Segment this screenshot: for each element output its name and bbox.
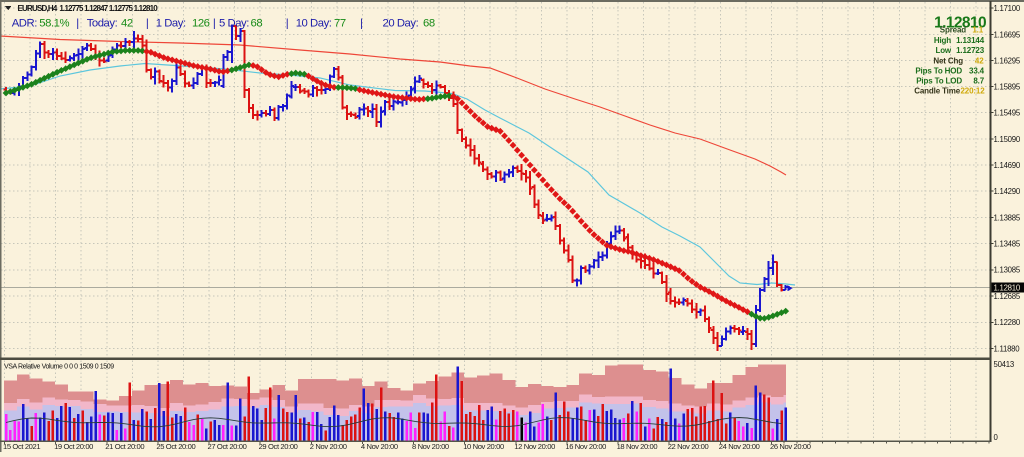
svg-text:4 Nov 20:00: 4 Nov 20:00 — [361, 442, 398, 451]
svg-text:22 Nov 20:00: 22 Nov 20:00 — [668, 442, 709, 451]
svg-text:68: 68 — [423, 18, 435, 30]
svg-text:1.16695: 1.16695 — [994, 30, 1021, 39]
svg-text:220:12: 220:12 — [960, 87, 985, 96]
svg-text:1.14290: 1.14290 — [994, 187, 1021, 196]
svg-text:1.12280: 1.12280 — [994, 318, 1021, 327]
svg-text:1.15495: 1.15495 — [994, 109, 1021, 118]
svg-text:27 Oct 20:00: 27 Oct 20:00 — [208, 442, 247, 451]
svg-text:77: 77 — [334, 18, 346, 30]
svg-text:8 Nov 20:00: 8 Nov 20:00 — [412, 442, 449, 451]
svg-text:19 Oct 20:00: 19 Oct 20:00 — [54, 442, 93, 451]
svg-text:Pips To LOD: Pips To LOD — [916, 77, 962, 86]
svg-text:126: 126 — [192, 18, 210, 30]
svg-text:1 Day:: 1 Day: — [156, 18, 186, 30]
svg-text:50413: 50413 — [994, 360, 1014, 369]
svg-text:42: 42 — [121, 18, 133, 30]
svg-text:10 Nov 20:00: 10 Nov 20:00 — [463, 442, 504, 451]
svg-text:10 Day:: 10 Day: — [296, 18, 332, 30]
svg-text:|: | — [360, 18, 363, 30]
svg-text:1.1: 1.1 — [972, 26, 983, 35]
svg-text:Low: Low — [935, 46, 951, 55]
svg-text:12 Nov 20:00: 12 Nov 20:00 — [514, 442, 555, 451]
svg-text:VSA Relative Volume 0 0 0 1509: VSA Relative Volume 0 0 0 1509 0 1509 — [4, 364, 114, 371]
svg-text:1.12723: 1.12723 — [956, 46, 985, 55]
svg-text:2 Nov 20:00: 2 Nov 20:00 — [310, 442, 347, 451]
svg-text:High: High — [934, 36, 951, 45]
svg-text:1.13144: 1.13144 — [956, 36, 985, 45]
svg-text:1.15895: 1.15895 — [994, 83, 1021, 92]
svg-text:|: | — [286, 18, 289, 30]
svg-text:1.16295: 1.16295 — [994, 56, 1021, 65]
svg-text:1.13485: 1.13485 — [994, 240, 1021, 249]
svg-text:1.15090: 1.15090 — [994, 135, 1021, 144]
svg-text:1.14690: 1.14690 — [994, 161, 1021, 170]
svg-text:68: 68 — [251, 18, 263, 30]
svg-text:|: | — [146, 18, 149, 30]
svg-text:|: | — [213, 18, 216, 30]
svg-text:1.17100: 1.17100 — [994, 4, 1021, 13]
svg-text:Today:: Today: — [87, 18, 118, 30]
svg-text:Pips To HOD: Pips To HOD — [915, 66, 962, 75]
svg-text:1.12810: 1.12810 — [994, 283, 1021, 292]
svg-text:1.11880: 1.11880 — [994, 344, 1021, 353]
svg-text:ADR:: ADR: — [12, 18, 38, 30]
svg-text:Spread: Spread — [940, 26, 966, 35]
svg-text:20 Day:: 20 Day: — [383, 18, 419, 30]
svg-text:1.12685: 1.12685 — [994, 292, 1021, 301]
svg-text:24 Nov 20:00: 24 Nov 20:00 — [719, 442, 760, 451]
svg-text:42: 42 — [975, 57, 984, 66]
svg-text:33.4: 33.4 — [969, 66, 985, 75]
svg-text:8.7: 8.7 — [973, 77, 984, 86]
svg-text:5 Day:: 5 Day: — [219, 18, 249, 30]
svg-text:1.13085: 1.13085 — [994, 266, 1021, 275]
svg-text:|: | — [76, 18, 79, 30]
svg-text:15 Oct 2021: 15 Oct 2021 — [3, 442, 40, 451]
svg-text:EURUSD,H4 1.12775 1.12847 1.1: EURUSD,H4 1.12775 1.12847 1.12775 1.1281… — [18, 4, 159, 13]
svg-text:16 Nov 20:00: 16 Nov 20:00 — [565, 442, 606, 451]
svg-text:Net Chg: Net Chg — [933, 57, 963, 66]
svg-text:21 Oct 20:00: 21 Oct 20:00 — [105, 442, 144, 451]
svg-text:Candle Time: Candle Time — [914, 87, 960, 96]
svg-text:25 Oct 20:00: 25 Oct 20:00 — [156, 442, 195, 451]
svg-text:18 Nov 20:00: 18 Nov 20:00 — [617, 442, 658, 451]
svg-text:1.13885: 1.13885 — [994, 214, 1021, 223]
svg-text:26 Nov 20:00: 26 Nov 20:00 — [770, 442, 811, 451]
svg-text:29 Oct 20:00: 29 Oct 20:00 — [259, 442, 298, 451]
svg-text:58.1%: 58.1% — [39, 18, 69, 30]
